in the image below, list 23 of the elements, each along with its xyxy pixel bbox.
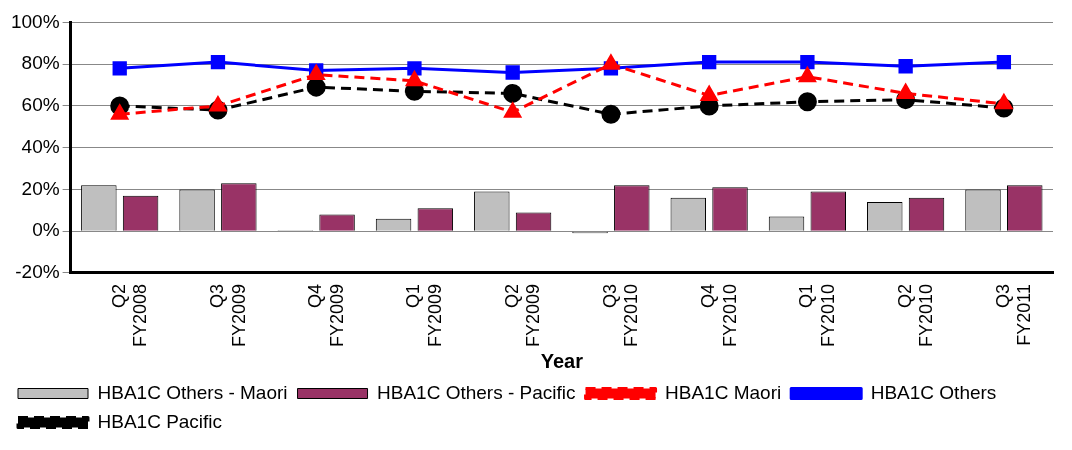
y-tick-label: 100% bbox=[10, 10, 60, 32]
y-tick-label: -20% bbox=[15, 261, 60, 283]
y-tick-label: 80% bbox=[21, 52, 60, 74]
x-tick-label: Q1 FY2010 bbox=[796, 283, 838, 347]
x-tick-label: Q2 FY2008 bbox=[108, 283, 151, 347]
y-tick-label: 20% bbox=[21, 177, 60, 199]
y-tick-label: 0% bbox=[32, 219, 60, 241]
x-axis-title: Year bbox=[540, 349, 584, 372]
x-tick-label: Q4 FY2009 bbox=[305, 283, 347, 347]
x-tick-label: Q4 FY2010 bbox=[698, 283, 740, 347]
legend-label: HBA1C Others bbox=[870, 381, 997, 403]
x-tick-label: Q2 FY2009 bbox=[501, 283, 544, 347]
legend-label: HBA1C Maori bbox=[665, 381, 782, 403]
legend-label: HBA1C Others - Maori bbox=[97, 381, 288, 403]
x-tick-label: Q3 FY2009 bbox=[206, 283, 249, 347]
x-tick-label: Q3 FY2011 bbox=[992, 283, 1035, 346]
x-tick-label: Q3 FY2010 bbox=[599, 283, 642, 347]
legend-label: HBA1C Others - Pacific bbox=[377, 381, 576, 403]
x-tick-label: Q1 FY2009 bbox=[403, 283, 446, 347]
legend-label: HBA1C Pacific bbox=[97, 410, 223, 432]
y-tick-label: 40% bbox=[21, 135, 60, 157]
x-tick-label: Q2 FY2010 bbox=[894, 283, 937, 347]
y-tick-label: 60% bbox=[21, 94, 60, 116]
